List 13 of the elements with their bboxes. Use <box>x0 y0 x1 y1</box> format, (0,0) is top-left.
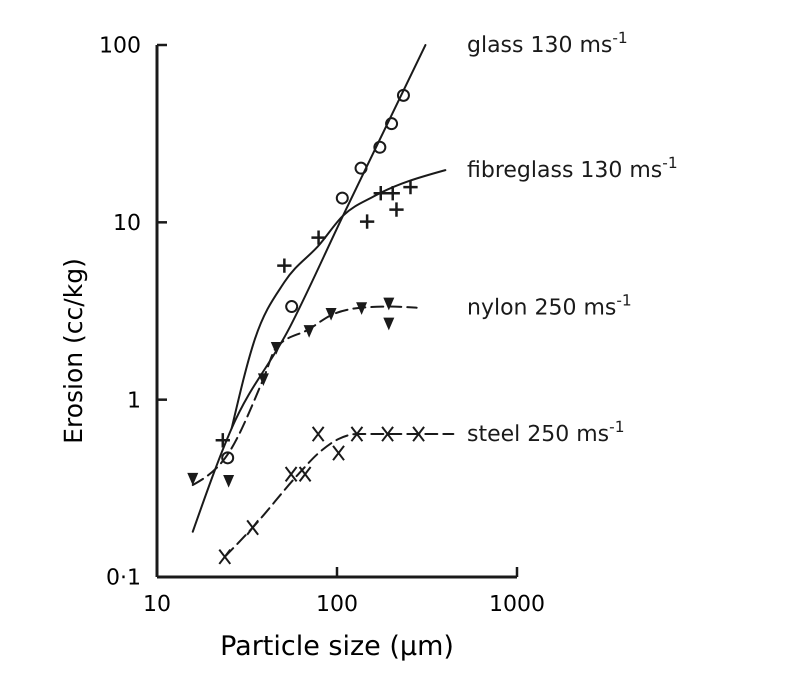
x-tick-label: 1000 <box>489 592 545 617</box>
y-tick-label: 1 <box>127 388 141 414</box>
y-tick-label: 0·1 <box>106 566 141 591</box>
x-tick-label: 10 <box>143 592 171 617</box>
x-axis-title: Particle size (μm) <box>220 631 454 662</box>
text: fibreglass 130 ms$^{-1}$ <box>467 154 678 184</box>
y-tick-label: 10 <box>113 211 141 236</box>
y-axis-title: Erosion (cc/kg) <box>59 258 88 444</box>
text: glass 130 ms$^{-1}$ <box>467 29 628 58</box>
text: nylon 250 ms$^{-1}$ <box>467 292 632 321</box>
y-tick-label: 100 <box>99 34 141 59</box>
series-label: steel 250 ms$^{-1}$ <box>467 418 624 448</box>
x-tick-label: 100 <box>316 592 358 617</box>
